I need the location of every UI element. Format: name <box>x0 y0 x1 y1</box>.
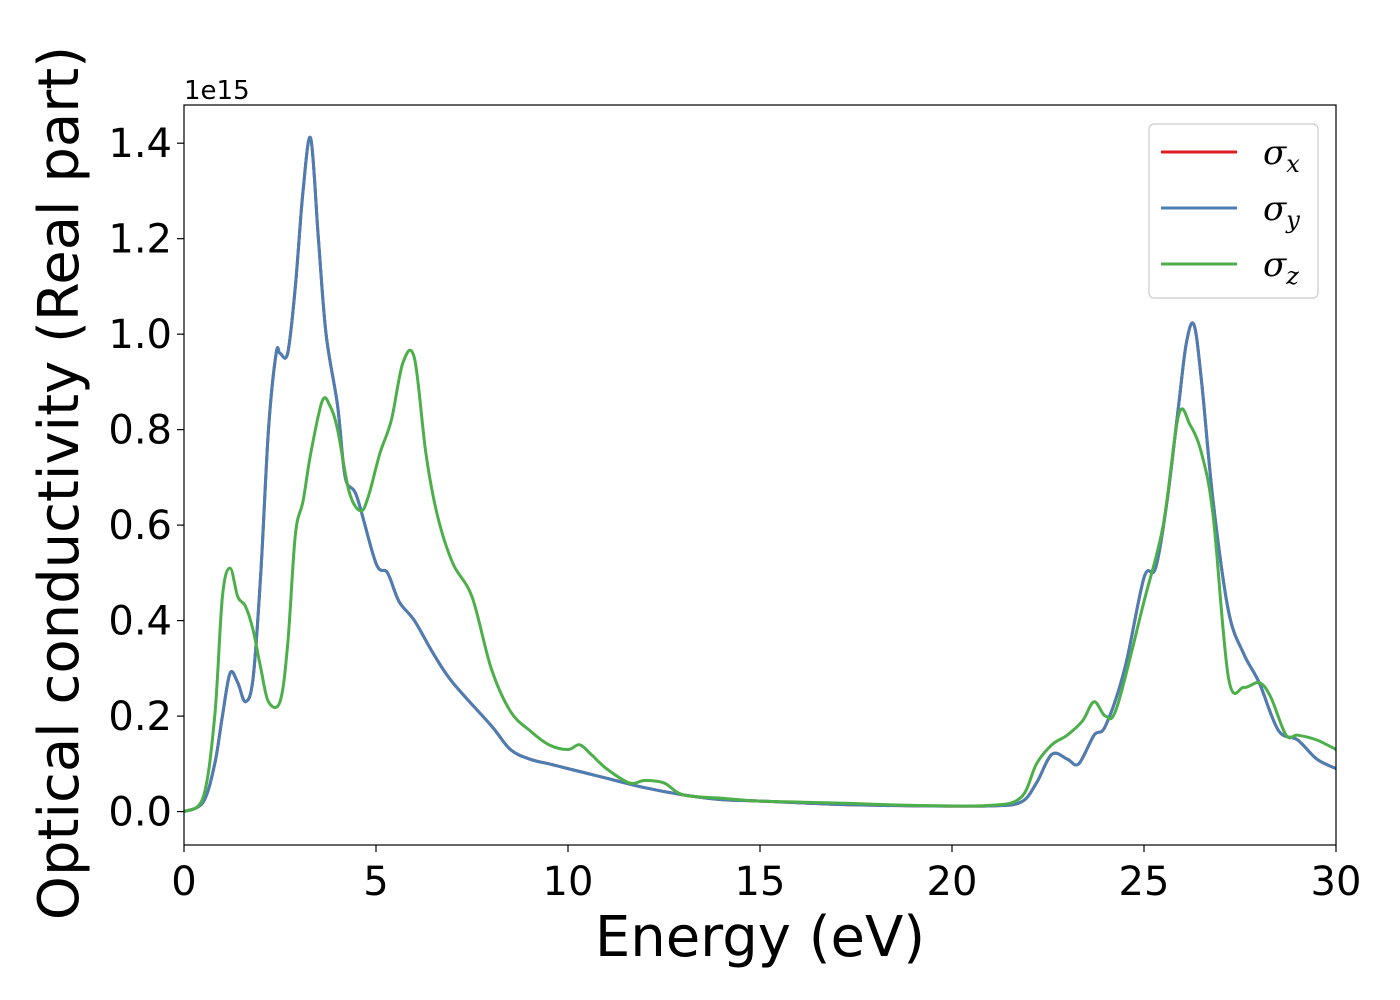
legend: σx σy σz <box>1148 123 1319 299</box>
series-layer <box>184 135 1336 813</box>
y-axis-label: Optical conductivity (Real part) <box>27 46 92 920</box>
legend-label-y: σy <box>1263 189 1300 234</box>
x-tick-label: 5 <box>363 859 388 905</box>
legend-label-x: σx <box>1263 133 1300 178</box>
y-tick-label: 1.4 <box>108 121 172 167</box>
y-tick-label: 0.2 <box>108 694 172 740</box>
x-axis-label: Energy (eV) <box>595 905 925 970</box>
legend-label-z: σz <box>1263 245 1299 290</box>
y-tick-label: 0.0 <box>108 790 172 836</box>
x-tick-label: 25 <box>1119 859 1170 905</box>
y-offset-label: 1e15 <box>184 76 250 106</box>
axes-layer: 0 5 10 15 20 25 30 0.0 0.2 0.4 0.6 0.8 1.0 1.2 1.4 <box>108 104 1362 905</box>
legend-box <box>1148 123 1319 299</box>
x-tick-label: 0 <box>171 859 196 905</box>
series-line-z <box>184 348 1336 813</box>
x-tick-label: 15 <box>735 859 786 905</box>
x-tick-label: 20 <box>927 859 978 905</box>
y-tick-label: 1.2 <box>108 217 172 263</box>
x-tick-label: 30 <box>1311 859 1362 905</box>
x-tick-label: 10 <box>543 859 594 905</box>
y-tick-label: 1.0 <box>108 312 172 358</box>
series-line-y <box>184 135 1336 813</box>
y-tick-label: 0.6 <box>108 503 172 549</box>
y-tick-label: 0.4 <box>108 599 172 645</box>
y-tick-label: 0.8 <box>108 408 172 454</box>
